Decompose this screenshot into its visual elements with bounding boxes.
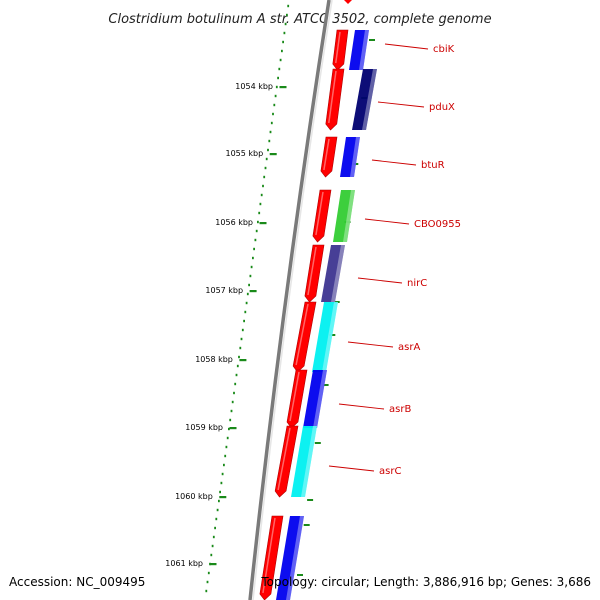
cog-block — [291, 426, 317, 497]
label-leader-line — [384, 43, 429, 50]
label-leader-line — [328, 465, 375, 472]
gc-skew-dots — [205, 4, 290, 593]
gene-nirC — [304, 244, 345, 303]
gene-label: cbiK — [433, 44, 455, 55]
label-leader-line — [377, 101, 425, 108]
label-leader-line — [338, 403, 385, 410]
tick-label: 1061 kbp — [165, 559, 203, 568]
gene-btuR — [320, 136, 360, 178]
gene-label: nirC — [407, 278, 427, 289]
tick-mark — [239, 359, 247, 362]
gene-CBO0955 — [312, 189, 355, 243]
backbone — [248, 0, 333, 600]
gene-label: btuR — [421, 160, 445, 171]
gene-unlabeled — [259, 515, 304, 600]
gene-cbiK — [332, 29, 369, 71]
gene-tracks — [259, 29, 377, 600]
gene-label: pduX — [429, 102, 455, 113]
genome-summary-label: Topology: circular; Length: 3,886,916 bp… — [260, 575, 591, 589]
cog-block — [303, 370, 327, 428]
tick-mark — [229, 427, 237, 430]
minor-tick — [297, 574, 303, 576]
gene-label: CBO0955 — [414, 219, 461, 230]
gene-label: asrB — [389, 404, 411, 415]
cog-block — [349, 30, 369, 70]
cog-block — [312, 302, 338, 372]
cds-arrow — [332, 29, 349, 71]
partial-feature-top — [344, 0, 352, 4]
label-leader-line — [364, 218, 410, 225]
tick-mark — [279, 86, 287, 89]
gene-label: asrC — [379, 466, 401, 477]
gene-asrA — [292, 301, 338, 373]
gene-asrB — [286, 369, 327, 429]
gene-labels: cbiK pduX btuR CBO0955 nirC asrA asrB asrC — [328, 43, 461, 477]
minor-tick — [314, 442, 321, 444]
tick-mark — [269, 153, 277, 156]
map-title: Clostridium botulinum A str. ATCC 3502, … — [108, 12, 491, 27]
cog-block — [321, 245, 345, 302]
cog-block — [333, 190, 355, 242]
gene-pduX — [325, 68, 377, 131]
label-leader-line — [357, 277, 403, 284]
tick-label: 1054 kbp — [235, 82, 273, 91]
tick-label: 1055 kbp — [225, 149, 263, 158]
gene-asrC — [274, 425, 317, 498]
tick-marks: 1054 kbp 1055 kbp 1056 kbp 1057 kbp 1058 kbp… — [165, 39, 375, 576]
cog-block — [340, 137, 360, 177]
minor-tick — [303, 524, 310, 526]
label-leader-line — [371, 159, 417, 166]
tick-label: 1057 kbp — [205, 286, 243, 295]
tick-mark — [209, 563, 217, 566]
gene-label: asrA — [398, 342, 420, 353]
minor-tick — [307, 499, 314, 501]
accession-label: Accession: NC_009495 — [9, 575, 145, 589]
tick-mark — [219, 496, 227, 499]
minor-tick — [369, 39, 375, 41]
tick-label: 1060 kbp — [175, 492, 213, 501]
tick-mark — [259, 222, 267, 225]
cog-block — [352, 69, 377, 130]
label-leader-line — [347, 341, 394, 348]
tick-label: 1059 kbp — [185, 423, 223, 432]
minor-tick — [322, 384, 329, 386]
tick-mark — [249, 290, 257, 293]
cog-block — [276, 516, 304, 600]
tick-label: 1056 kbp — [215, 218, 253, 227]
tick-label: 1058 kbp — [195, 355, 233, 364]
